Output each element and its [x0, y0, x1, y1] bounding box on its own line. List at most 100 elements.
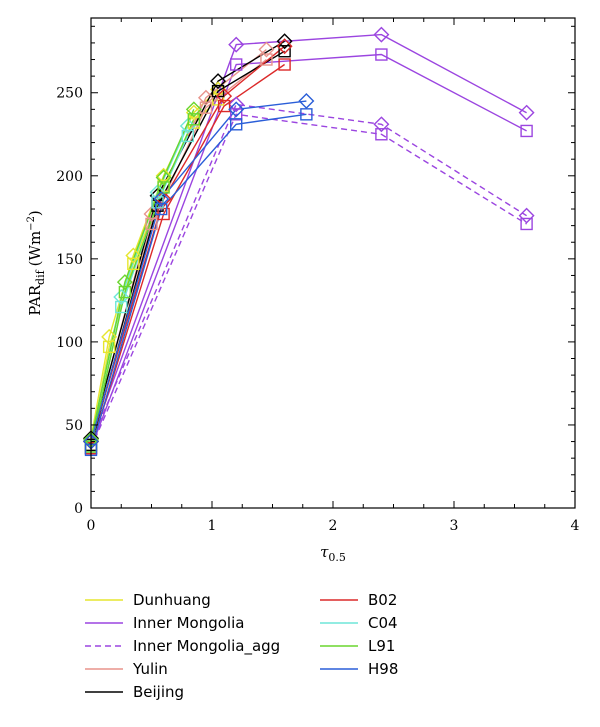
x-tick-label: 2: [329, 518, 338, 534]
legend-item: Inner Mongolia_agg: [85, 637, 280, 656]
marker-square: [154, 202, 168, 216]
series-line: [90, 40, 285, 439]
legend-label: H98: [368, 660, 398, 678]
legend-item: L91: [320, 637, 395, 655]
marker-square: [278, 45, 291, 58]
legend-item: C04: [320, 614, 398, 632]
x-axis-title-main: τ: [320, 543, 329, 561]
marker-square: [375, 128, 388, 141]
marker-diamond: [518, 207, 535, 224]
legend-label: C04: [368, 614, 398, 632]
legend-item: Dunhuang: [85, 591, 211, 609]
marker-diamond: [155, 169, 172, 186]
marker-diamond: [113, 289, 130, 306]
y-axis-title-main: PAR: [26, 284, 44, 316]
x-axis: 0 1 2 3 4: [87, 18, 580, 534]
marker-diamond: [179, 117, 196, 134]
x-axis-title-sub: 0.5: [328, 551, 346, 564]
legend-label: Inner Mongolia_agg: [133, 637, 280, 656]
series-line: [90, 45, 286, 442]
plot-markers: [83, 26, 535, 457]
marker-square: [217, 99, 231, 113]
y-tick-label: 0: [74, 501, 83, 517]
marker-square: [278, 58, 291, 71]
series-line: [90, 119, 195, 447]
x-tick-label: 4: [571, 518, 580, 534]
series-line: [90, 109, 195, 441]
legend-item: H98: [320, 660, 398, 678]
marker-diamond: [153, 191, 170, 208]
marker-diamond: [185, 104, 202, 121]
marker-diamond: [373, 26, 390, 43]
marker-square: [520, 217, 533, 231]
marker-diamond: [228, 96, 245, 113]
marker-square: [187, 113, 201, 126]
marker-diamond: [185, 101, 202, 118]
marker-square: [199, 101, 213, 114]
legend-item: B02: [320, 591, 397, 609]
y-axis-title-unit-close: ): [26, 210, 44, 216]
marker-diamond: [197, 89, 214, 106]
marker-diamond: [101, 328, 118, 345]
marker-square: [181, 129, 195, 143]
marker-square: [260, 53, 273, 66]
x-axis-title: τ0.5: [320, 543, 346, 564]
y-axis: 0 50 100 150 200 250: [56, 25, 575, 517]
marker-square: [115, 300, 128, 314]
marker-square: [127, 257, 140, 271]
marker-diamond: [298, 93, 315, 110]
y-tick-label: 150: [56, 252, 83, 268]
marker-diamond: [125, 247, 142, 264]
marker-diamond: [149, 184, 166, 201]
legend-label: Yulin: [132, 660, 168, 678]
legend-item: Yulin: [85, 660, 168, 678]
series-line: [90, 33, 527, 442]
legend-label: Beijing: [133, 683, 184, 701]
marker-square: [520, 124, 533, 138]
y-axis-title-unit: (Wm: [26, 231, 44, 267]
series-line: [90, 113, 307, 451]
series-line: [90, 113, 527, 449]
y-axis-title: PARdif (Wm−2): [26, 210, 47, 316]
x-tick-label: 0: [87, 518, 96, 534]
legend: Dunhuang Inner Mongolia Inner Mongolia_agg…: [85, 591, 398, 701]
y-tick-label: 200: [56, 169, 83, 185]
marker-square: [151, 196, 164, 209]
legend-label: Inner Mongolia: [133, 614, 244, 632]
marker-diamond: [216, 88, 233, 105]
marker-diamond: [276, 33, 293, 50]
marker-square: [229, 118, 243, 131]
marker-diamond: [210, 73, 227, 90]
marker-square: [375, 48, 388, 61]
series-line: [90, 100, 307, 442]
marker-diamond: [228, 101, 245, 118]
legend-label: Dunhuang: [133, 591, 211, 609]
marker-square: [145, 217, 158, 231]
marker-diamond: [116, 274, 133, 291]
marker-diamond: [228, 36, 245, 53]
marker-diamond: [276, 38, 293, 55]
marker-diamond: [518, 104, 535, 121]
x-tick-label: 3: [450, 518, 459, 534]
series-line: [90, 53, 527, 449]
marker-square: [229, 58, 243, 71]
y-axis-title-sub: dif: [34, 269, 47, 285]
y-axis-title-unit-sup: −2: [26, 216, 37, 231]
y-tick-label: 250: [56, 86, 83, 102]
marker-square: [157, 181, 170, 194]
y-tick-label: 100: [56, 335, 83, 351]
marker-diamond: [155, 167, 172, 184]
legend-label: L91: [368, 637, 395, 655]
legend-item: Beijing: [85, 683, 184, 701]
legend-label: B02: [368, 591, 397, 609]
y-tick-label: 50: [65, 418, 83, 434]
marker-square: [102, 340, 116, 354]
marker-square: [118, 285, 132, 299]
x-tick-label: 1: [208, 518, 217, 534]
marker-square: [300, 108, 313, 121]
marker-diamond: [258, 41, 275, 58]
marker-diamond: [373, 116, 390, 133]
series-line: [90, 103, 527, 442]
marker-square: [229, 108, 243, 121]
